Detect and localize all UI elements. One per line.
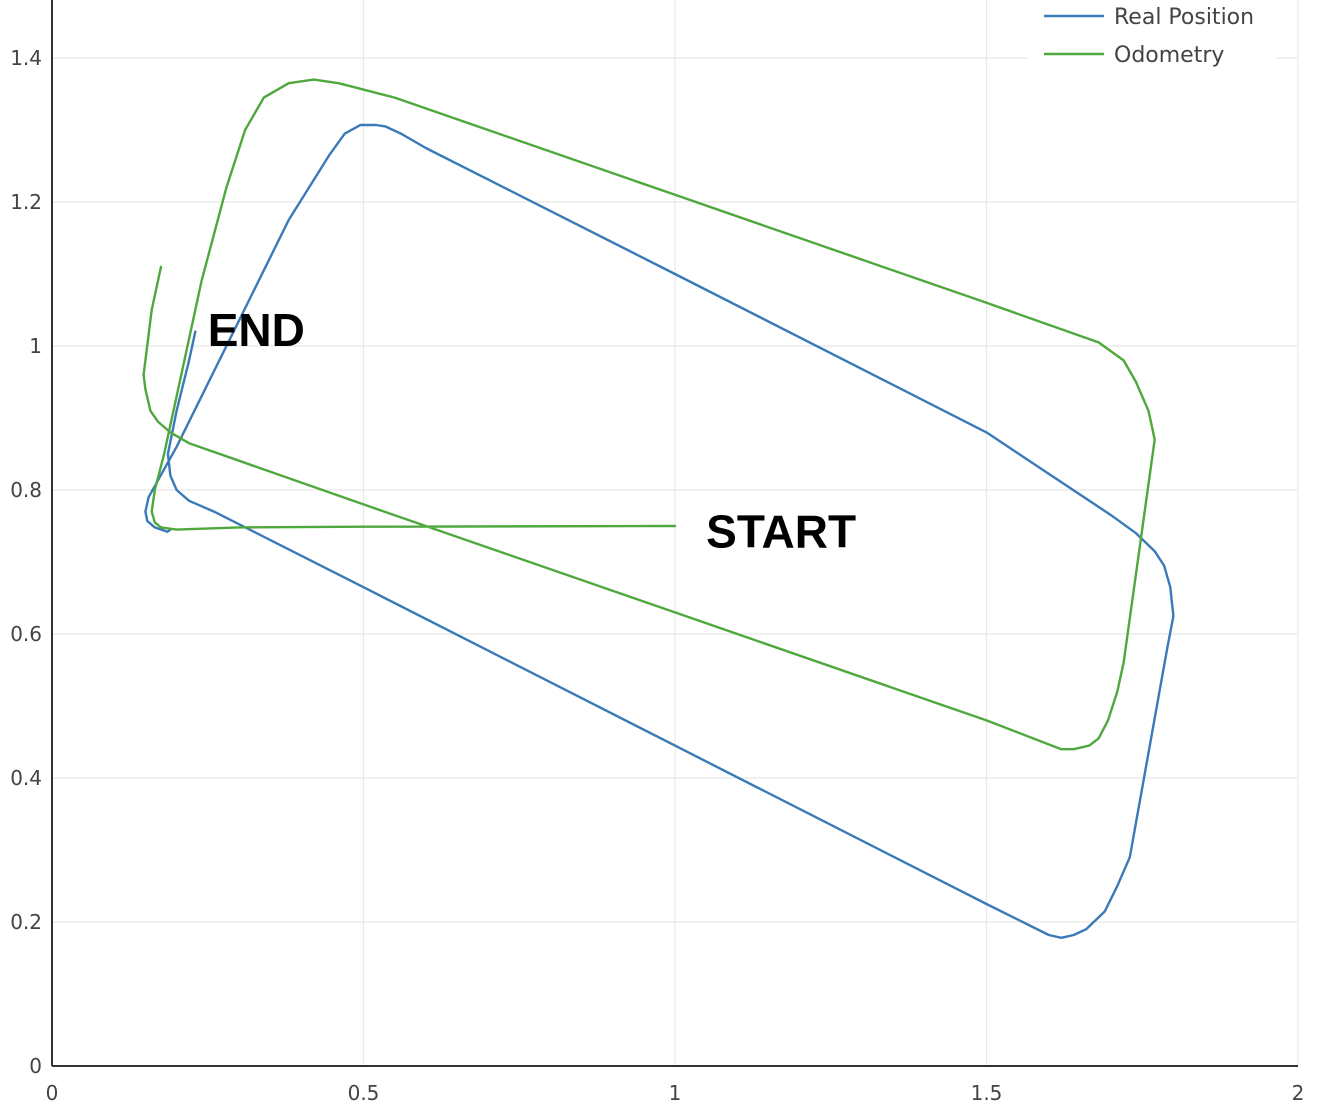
x-tick-label: 2 (1292, 1081, 1305, 1105)
y-tick-label: 1.2 (10, 190, 42, 214)
y-tick-label: 0.4 (10, 766, 42, 790)
legend[interactable]: Real Position Odometry (1028, 0, 1276, 70)
y-tick-label: 0.6 (10, 622, 42, 646)
series-lines (142, 78, 1175, 939)
legend-label: Odometry (1114, 43, 1224, 68)
x-tick-labels: 0 0.5 1 1.5 2 (46, 1081, 1305, 1105)
legend-item-real-position[interactable]: Real Position (1044, 5, 1254, 30)
y-tick-label: 1.4 (10, 46, 42, 70)
x-tick-label: 0 (46, 1081, 59, 1105)
y-tick-label: 0 (29, 1054, 42, 1078)
grid (52, 0, 1299, 1066)
annotation-start: START (706, 506, 856, 558)
x-tick-label: 0.5 (348, 1081, 380, 1105)
y-tick-labels: 0 0.2 0.4 0.6 0.8 1 1.2 1.4 (10, 46, 42, 1078)
y-tick-label: 0.8 (10, 478, 42, 502)
series-line-real-position (144, 123, 1175, 939)
axes (51, 0, 1298, 1067)
legend-background (1028, 0, 1276, 70)
y-tick-label: 1 (29, 334, 42, 358)
annotations: END START (208, 304, 856, 558)
legend-label: Real Position (1114, 5, 1254, 30)
series-line-odometry (142, 78, 1156, 751)
y-tick-label: 0.2 (10, 910, 42, 934)
x-tick-label: 1 (669, 1081, 682, 1105)
x-tick-label: 1.5 (971, 1081, 1003, 1105)
legend-item-odometry[interactable]: Odometry (1044, 43, 1224, 68)
annotation-end: END (208, 304, 305, 356)
